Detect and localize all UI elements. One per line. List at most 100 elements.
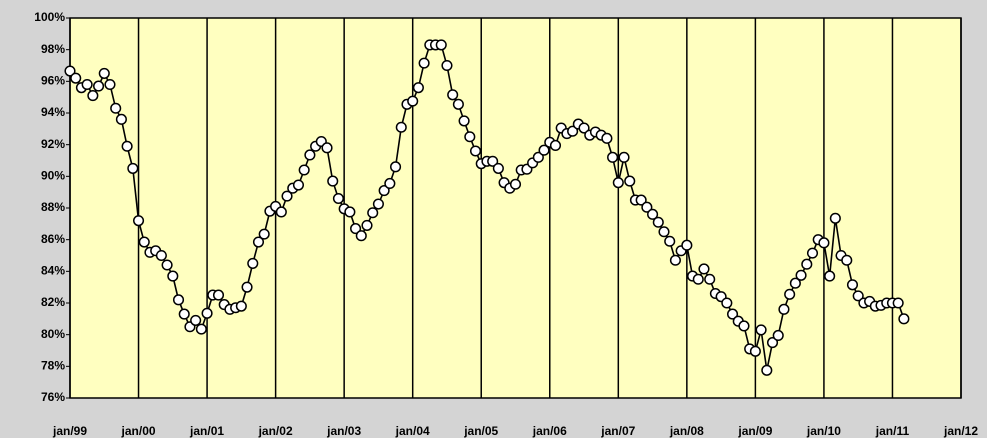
y-tick-label: 82% bbox=[41, 295, 65, 309]
data-point bbox=[658, 226, 670, 238]
data-point bbox=[258, 228, 270, 240]
x-tick-label: jan/12 bbox=[943, 424, 978, 438]
data-point bbox=[778, 303, 790, 315]
data-point bbox=[469, 145, 482, 157]
data-point bbox=[669, 254, 681, 266]
data-point bbox=[578, 122, 590, 134]
data-point bbox=[372, 198, 384, 210]
x-tick-label: jan/09 bbox=[737, 424, 772, 438]
data-point bbox=[361, 219, 373, 231]
data-point bbox=[390, 161, 402, 173]
data-point bbox=[795, 269, 807, 281]
data-point bbox=[492, 162, 504, 174]
data-point bbox=[104, 78, 116, 91]
y-tick-label: 86% bbox=[41, 232, 65, 246]
data-point bbox=[761, 364, 773, 376]
y-tick-label: 100% bbox=[34, 10, 65, 24]
data-point bbox=[412, 82, 424, 94]
x-tick-label: jan/02 bbox=[258, 424, 293, 438]
data-point bbox=[281, 190, 293, 202]
x-tick-label: jan/03 bbox=[326, 424, 361, 438]
data-point bbox=[532, 151, 544, 163]
data-point bbox=[704, 273, 716, 285]
data-point bbox=[618, 151, 630, 163]
data-point bbox=[487, 155, 499, 167]
data-point bbox=[698, 263, 710, 275]
data-point bbox=[292, 179, 305, 191]
y-tick-label: 96% bbox=[41, 74, 65, 88]
data-point bbox=[892, 297, 904, 309]
data-point bbox=[784, 288, 796, 300]
data-point bbox=[161, 259, 173, 271]
data-point bbox=[772, 329, 784, 342]
data-point bbox=[641, 201, 653, 213]
x-tick-label: jan/07 bbox=[600, 424, 635, 438]
data-point bbox=[132, 215, 145, 227]
data-point bbox=[441, 59, 453, 72]
data-point bbox=[115, 113, 127, 125]
data-point bbox=[247, 257, 259, 269]
data-point bbox=[601, 132, 613, 144]
data-point bbox=[435, 39, 447, 51]
data-point bbox=[344, 206, 356, 218]
data-point bbox=[452, 98, 464, 110]
data-point bbox=[155, 249, 167, 262]
data-point bbox=[458, 115, 470, 127]
plot-area bbox=[70, 18, 961, 398]
y-tick-label: 84% bbox=[41, 264, 65, 278]
x-tick-label: jan/08 bbox=[669, 424, 704, 438]
y-tick-label: 76% bbox=[41, 390, 65, 404]
data-point bbox=[93, 80, 105, 92]
data-point bbox=[664, 235, 676, 247]
data-point bbox=[172, 294, 185, 306]
y-tick-label: 94% bbox=[41, 105, 65, 119]
data-point bbox=[64, 65, 76, 77]
data-point bbox=[898, 313, 910, 325]
data-point bbox=[692, 273, 704, 285]
y-tick-label: 92% bbox=[41, 137, 65, 151]
y-tick-label: 90% bbox=[41, 169, 65, 183]
data-point bbox=[789, 277, 801, 289]
data-point bbox=[612, 177, 624, 189]
data-point bbox=[407, 95, 419, 107]
data-point bbox=[447, 89, 459, 101]
data-point bbox=[852, 290, 864, 302]
data-point bbox=[418, 57, 430, 69]
x-tick-label: jan/99 bbox=[52, 424, 87, 438]
data-point bbox=[190, 314, 202, 326]
data-point bbox=[138, 236, 150, 248]
data-point bbox=[749, 345, 761, 357]
x-tick-label: jan/04 bbox=[395, 424, 430, 438]
data-point bbox=[681, 239, 693, 251]
data-point bbox=[98, 67, 110, 79]
x-tick-label: jan/05 bbox=[463, 424, 498, 438]
y-tick-label: 78% bbox=[41, 359, 65, 373]
data-point bbox=[647, 208, 659, 220]
data-point bbox=[464, 131, 476, 143]
data-point bbox=[738, 320, 750, 332]
data-point bbox=[304, 149, 316, 161]
data-point bbox=[87, 90, 99, 102]
x-tick-label: jan/00 bbox=[121, 424, 156, 438]
data-point bbox=[355, 230, 367, 242]
data-point bbox=[178, 308, 190, 320]
data-point bbox=[806, 247, 819, 259]
data-point bbox=[195, 323, 207, 335]
plot-border bbox=[69, 17, 962, 399]
x-tick-label: jan/11 bbox=[875, 424, 910, 438]
x-tick-label: jan/06 bbox=[532, 424, 567, 438]
y-tick-label: 80% bbox=[41, 327, 65, 341]
data-point bbox=[121, 140, 133, 152]
data-point bbox=[110, 102, 122, 114]
data-point bbox=[824, 270, 836, 282]
data-point bbox=[201, 307, 213, 319]
data-point bbox=[275, 206, 287, 218]
data-point bbox=[538, 144, 550, 156]
data-point bbox=[127, 162, 139, 174]
data-point bbox=[321, 142, 333, 154]
data-point bbox=[652, 216, 664, 228]
y-tick-label: 88% bbox=[41, 200, 65, 214]
data-point bbox=[167, 270, 179, 282]
